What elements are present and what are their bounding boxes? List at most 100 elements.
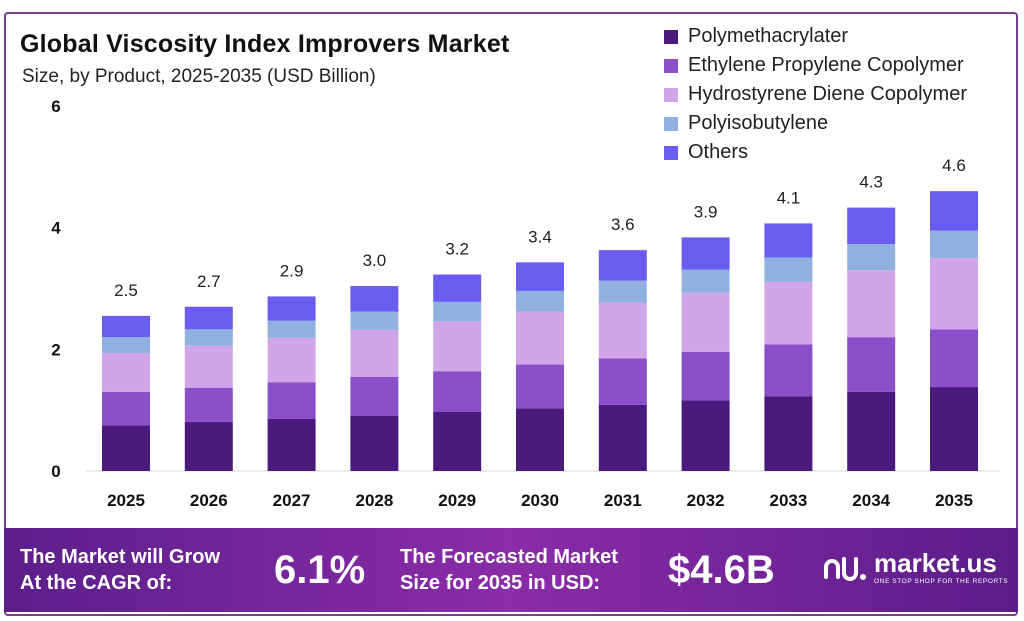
- cagr-label-line: At the CAGR of:: [20, 572, 173, 594]
- bar-segment: [102, 352, 150, 392]
- x-tick-label: 2035: [935, 491, 973, 510]
- bar-segment: [598, 250, 647, 281]
- stacked-bar-chart: 0 2 4 6 2.5 2025 2.7 2026 2.9 2027 3.0 2028 3.2 2029 3…: [51, 97, 1000, 510]
- legend-label: Polyisobutylene: [688, 112, 829, 134]
- bar-segment: [681, 400, 730, 471]
- bar-segment: [102, 315, 150, 338]
- bar-segment: [598, 358, 647, 405]
- x-tick-label: 2030: [521, 491, 559, 510]
- legend-item-polyisobutylene: Polyisobutylene: [664, 109, 967, 138]
- bar-segment: [847, 244, 896, 271]
- bar-segment: [433, 274, 482, 302]
- bar-segment: [681, 351, 730, 401]
- bar-segment: [184, 345, 233, 388]
- bar-segment: [350, 286, 399, 312]
- legend-swatch: [664, 116, 678, 131]
- brand-tagline: ONE STOP SHOP FOR THE REPORTS: [874, 578, 1009, 585]
- bar-segment: [102, 337, 150, 353]
- bar-segment: [847, 207, 896, 245]
- y-tick-label: 4: [51, 219, 61, 238]
- bar-segment: [433, 371, 482, 412]
- chart-legend: Polymethacrylater Ethylene Propylene Cop…: [664, 22, 967, 167]
- bar-segment: [598, 302, 647, 359]
- bar-segment: [930, 258, 978, 330]
- bar-total-label: 3.4: [528, 227, 552, 246]
- legend-label: Hydrostyrene Diene Copolymer: [688, 83, 968, 105]
- bar-total-label: 3.0: [363, 251, 387, 270]
- x-tick-label: 2025: [107, 491, 145, 510]
- bar-segment: [930, 329, 978, 388]
- bar-segment: [764, 396, 813, 471]
- x-tick-label: 2029: [438, 491, 476, 510]
- bar-segment: [681, 237, 730, 270]
- cagr-value: 6.1%: [274, 548, 366, 592]
- bar-segment: [847, 337, 896, 392]
- bar-segment: [681, 269, 730, 293]
- market-size-label-line: The Forecasted Market: [400, 546, 618, 568]
- bar-segment: [350, 376, 399, 416]
- bar-segment: [267, 296, 316, 321]
- bar-total-label: 3.6: [611, 215, 635, 234]
- bar-segment: [350, 329, 399, 377]
- bar-segment: [433, 411, 482, 471]
- chart-subtitle: Size, by Product, 2025-2035 (USD Billion…: [22, 66, 376, 87]
- x-tick-label: 2032: [687, 491, 725, 510]
- bar-total-label: 2.7: [197, 272, 221, 291]
- bar-segment: [930, 387, 978, 471]
- y-tick-label: 6: [51, 97, 60, 116]
- legend-label: Others: [688, 141, 749, 163]
- legend-swatch: [664, 87, 678, 102]
- bar-segment: [184, 421, 233, 471]
- x-tick-label: 2027: [273, 491, 311, 510]
- legend-label: Polymethacrylater: [688, 25, 849, 47]
- bar-segment: [433, 321, 482, 372]
- bar-segment: [516, 408, 564, 471]
- bar-total-label: 3.2: [445, 240, 469, 259]
- bar-segment: [516, 262, 564, 291]
- bar-total-label: 4.6: [942, 156, 966, 175]
- bar-segment: [350, 415, 399, 471]
- x-tick-label: 2028: [355, 491, 393, 510]
- x-tick-label: 2034: [852, 491, 890, 510]
- bar-segment: [102, 391, 150, 426]
- bar-segment: [598, 280, 647, 303]
- bar-segment: [764, 257, 813, 282]
- bar-segment: [847, 391, 896, 471]
- bar-segment: [598, 404, 647, 471]
- bar-segment: [267, 418, 316, 471]
- bar-segment: [267, 337, 316, 383]
- bar-segment: [184, 387, 233, 422]
- market-us-logo-icon: [824, 556, 866, 581]
- x-tick-label: 2033: [769, 491, 807, 510]
- bar-segment: [516, 311, 564, 365]
- bar-segment: [102, 425, 150, 471]
- bar-total-label: 3.9: [694, 202, 718, 221]
- legend-swatch: [664, 145, 678, 160]
- legend-label: Ethylene Propylene Copolymer: [688, 54, 964, 76]
- bar-segment: [681, 292, 730, 352]
- legend-item-hydrostyrene-diene-copolymer: Hydrostyrene Diene Copolymer: [664, 80, 967, 109]
- bar-segment: [764, 223, 813, 258]
- bar-segment: [184, 306, 233, 330]
- bar-segment: [930, 191, 978, 231]
- legend-item-others: Others: [664, 138, 967, 167]
- y-tick-label: 0: [51, 462, 60, 481]
- bar-total-label: 2.5: [114, 281, 138, 300]
- legend-item-ethylene-propylene-copolymer: Ethylene Propylene Copolymer: [664, 51, 967, 80]
- bar-segment: [267, 382, 316, 419]
- legend-swatch: [664, 29, 678, 44]
- bar-total-label: 2.9: [280, 261, 304, 280]
- cagr-label-line: The Market will Grow: [20, 546, 221, 568]
- bar-total-label: 4.3: [859, 173, 883, 192]
- bar-segment: [433, 301, 482, 322]
- brand-text: market.us ONE STOP SHOP FOR THE REPORTS: [874, 550, 1008, 585]
- bar-total-label: 4.1: [777, 188, 801, 207]
- summary-banner: The Market will Grow At the CAGR of: 6.1…: [4, 528, 1018, 612]
- market-size-label: The Forecasted Market Size for 2035 in U…: [400, 544, 618, 596]
- x-tick-label: 2026: [190, 491, 228, 510]
- bar-segment: [764, 344, 813, 397]
- legend-item-polymethacrylater: Polymethacrylater: [664, 22, 967, 51]
- bar-segment: [516, 364, 564, 409]
- bar-segment: [184, 329, 233, 346]
- y-tick-label: 2: [51, 340, 60, 359]
